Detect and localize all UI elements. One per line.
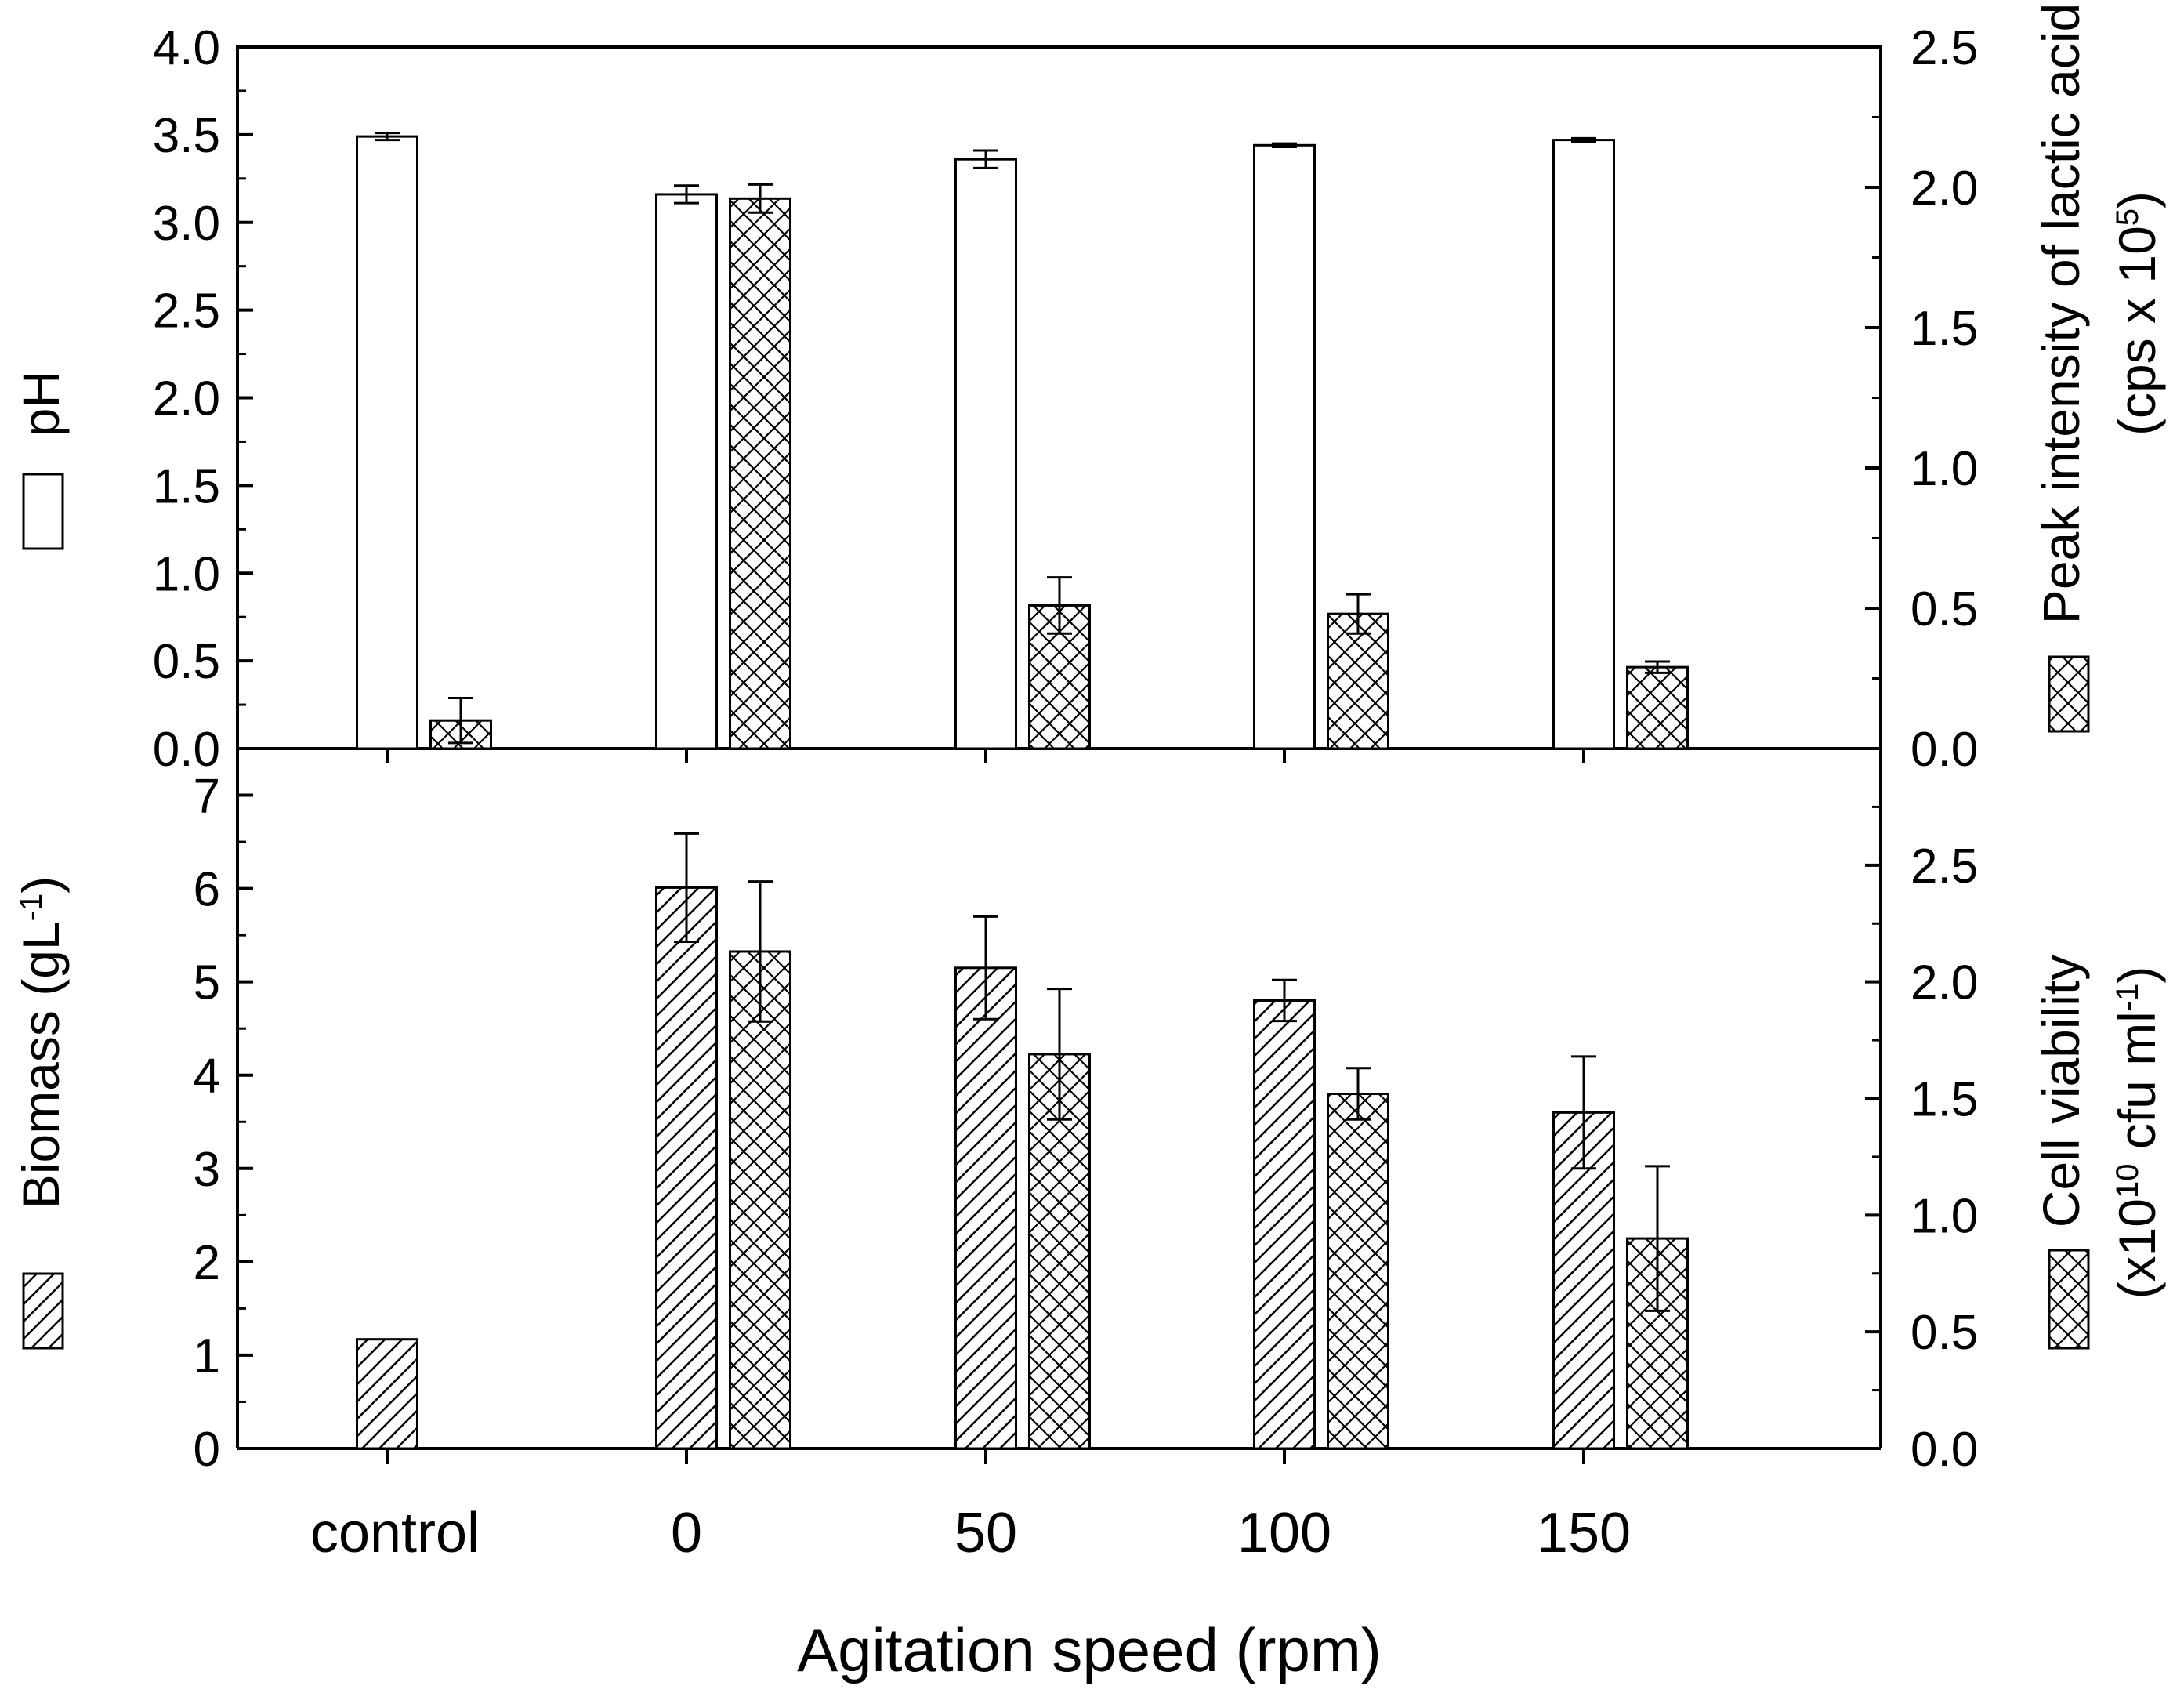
bottom-bar-biomass [356, 1338, 418, 1450]
bottom-right-axis-title-line1: Cell viability [2032, 955, 2090, 1227]
bottom-left-axis-title: Biomass (gL-1) [12, 876, 70, 1209]
lactic-legend-swatch [2048, 655, 2090, 733]
x-tick-label: 150 [1537, 1502, 1631, 1564]
axis-titles: pH Peak intensity of lactic acid (cps x 10… [12, 3, 2166, 1350]
top-right-tick-label: 1.0 [1911, 442, 1978, 496]
top-right-axis-title-line1: Peak intensity of lactic acid [2032, 3, 2090, 624]
bottom-bar-biomass [1253, 999, 1316, 1450]
top-right-tick-label: 2.0 [1911, 161, 1978, 216]
bottom-right-tick-label: 2.0 [1911, 956, 1978, 1010]
bottom-left-tick-label: 2 [194, 1236, 220, 1290]
bottom-left-tick-label: 1 [194, 1329, 220, 1383]
title-part: ) [2108, 966, 2166, 984]
top-left-tick-label: 4.0 [153, 21, 220, 75]
bottom-right-tick-label: 0.5 [1911, 1306, 1978, 1360]
bottom-left-tick-label: 4 [194, 1050, 220, 1104]
top-right-tick-label: 2.5 [1911, 21, 1978, 75]
bottom-right-axis-title-line2: (x1010 cfu ml-1) [2108, 966, 2166, 1300]
title-part: (x10 [2108, 1198, 2166, 1299]
top-left-tick-label: 0.0 [153, 723, 220, 777]
top-left-tick-label: 3.5 [153, 109, 220, 163]
top-right-tick-label: 0.5 [1911, 582, 1978, 636]
title-superscript: 5 [2110, 208, 2145, 226]
title-part: (cps x 10 [2108, 226, 2166, 436]
top-left-tick-label: 0.5 [153, 635, 220, 689]
top-bar-peak-intensity-of-lactic-acid [729, 197, 791, 750]
title-superscript: 10 [2110, 1164, 2145, 1199]
top-left-tick-label: 1.5 [153, 459, 220, 513]
top-right-axis-title-line2: (cps x 105) [2108, 191, 2166, 436]
top-bar-bg [656, 194, 717, 749]
viability-legend-swatch [2048, 1249, 2090, 1350]
bottom-right-tick-label: 1.5 [1911, 1073, 1978, 1127]
top-bar-bg [357, 136, 418, 749]
bottom-bar-biomass [954, 966, 1017, 1450]
top-bar-bg [955, 159, 1016, 749]
top-left-tick-label: 1.0 [153, 547, 220, 601]
top-left-tick-label: 2.0 [153, 372, 220, 426]
bottom-left-tick-label: 0 [194, 1423, 220, 1477]
top-panel: 0.0 0.5 1.0 1.5 2.0 2.5 3.0 3.5 4.0 0.0 0.5 1.0 1.5 2… [153, 21, 1978, 777]
title-part: Biomass (gL [12, 921, 70, 1209]
bottom-bar-cell-viability [1327, 1093, 1389, 1450]
x-tick-label: control [310, 1502, 480, 1564]
ph-legend-swatch [22, 473, 64, 550]
title-part: ) [2108, 191, 2166, 208]
top-right-tick-label: 0.0 [1911, 723, 1978, 777]
title-superscript: -1 [14, 894, 49, 922]
bottom-bar-biomass [655, 886, 718, 1450]
x-axis: control 0 50 100 150 Agitation speed (rpm) [310, 1448, 1631, 1684]
bottom-right-tick-label: 0.0 [1911, 1423, 1978, 1477]
biomass-legend-swatch [22, 1272, 64, 1350]
bottom-left-tick-label: 3 [194, 1143, 220, 1197]
bottom-left-tick-label: 7 [194, 770, 220, 824]
bottom-panel: 0 1 2 3 4 5 6 7 0.0 0.5 1.0 1.5 2.0 2.5 [194, 749, 1978, 1477]
top-bar-bg [1553, 140, 1614, 749]
top-left-tick-label: 2.5 [153, 285, 220, 339]
bottom-right-tick-label: 2.5 [1911, 839, 1978, 894]
top-left-tick-label: 3.0 [153, 197, 220, 251]
top-right-tick-label: 1.5 [1911, 302, 1978, 356]
ph-legend-swatch-bg [24, 474, 63, 549]
top-left-axis-title: pH [12, 371, 70, 437]
x-axis-title: Agitation speed (rpm) [797, 1615, 1382, 1684]
bottom-left-tick-label: 5 [194, 956, 220, 1010]
x-tick-label: 100 [1237, 1502, 1331, 1564]
bottom-right-tick-label: 1.0 [1911, 1189, 1978, 1243]
title-part: ) [12, 876, 70, 894]
title-part: cfu ml [2108, 1011, 2166, 1163]
x-tick-label: 50 [954, 1502, 1017, 1564]
bottom-bar-cell-viability [729, 950, 791, 1450]
title-superscript: -1 [2110, 984, 2145, 1012]
bottom-left-tick-label: 6 [194, 863, 220, 917]
x-tick-label: 0 [671, 1502, 702, 1564]
top-bar-bg [1254, 145, 1315, 749]
top-bar-peak-intensity-of-lactic-acid [1626, 665, 1689, 750]
